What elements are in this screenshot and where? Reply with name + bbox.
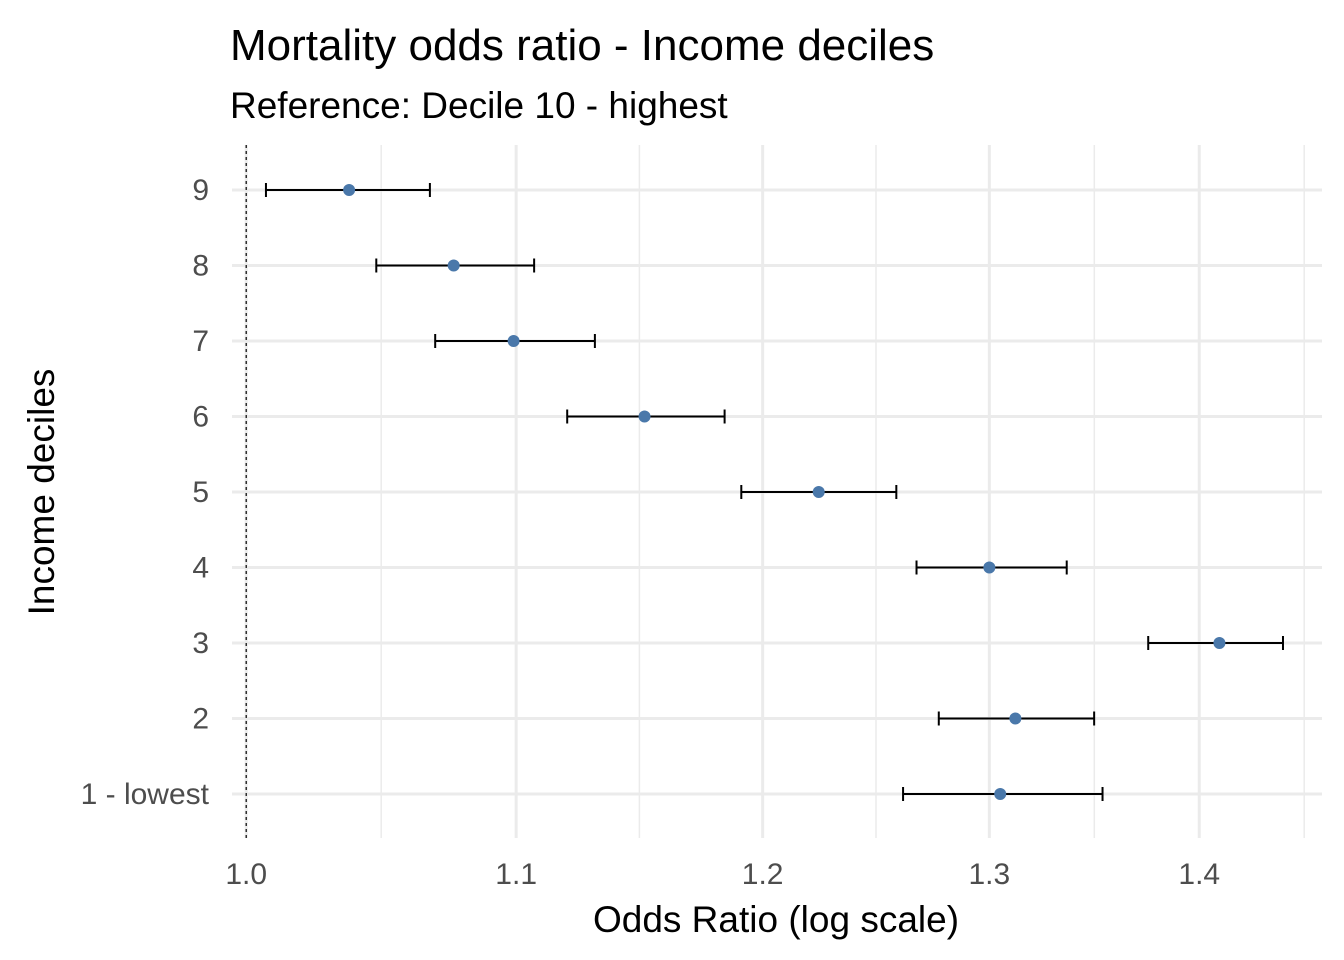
estimate-point [812,486,825,498]
estimate-point [447,259,460,272]
estimate-point [507,335,520,347]
x-tick-label: 1.2 [742,858,784,891]
y-axis-title: Income deciles [21,369,62,616]
chart-title: Mortality odds ratio - Income deciles [230,21,934,70]
y-tick-label: 9 [192,174,209,207]
x-tick-label: 1.1 [495,858,537,891]
estimate-point [1213,637,1226,649]
y-tick-label: 5 [192,476,209,509]
estimate-point [638,410,651,423]
x-tick-label: 1.3 [968,858,1010,891]
x-axis-title: Odds Ratio (log scale) [593,899,959,940]
y-tick-labels: 1 - lowest 2 3 4 5 6 7 8 9 [81,174,210,811]
y-tick-label: 6 [192,401,209,434]
x-tick-label: 1.4 [1178,858,1220,891]
y-tick-label: 4 [192,552,209,585]
point-layer [343,184,1226,800]
chart-subtitle: Reference: Decile 10 - highest [230,85,728,126]
y-tick-label: 2 [192,703,209,736]
x-tick-labels: 1.0 1.1 1.2 1.3 1.4 [225,858,1220,891]
estimate-point [1009,712,1022,725]
x-tick-label: 1.0 [225,858,267,891]
estimate-point [994,788,1007,800]
y-tick-label: 7 [192,325,209,358]
estimate-point [343,184,356,196]
y-tick-label: 3 [192,627,209,660]
y-tick-label: 8 [192,250,209,283]
estimate-point [983,561,996,574]
y-tick-label: 1 - lowest [81,778,210,811]
